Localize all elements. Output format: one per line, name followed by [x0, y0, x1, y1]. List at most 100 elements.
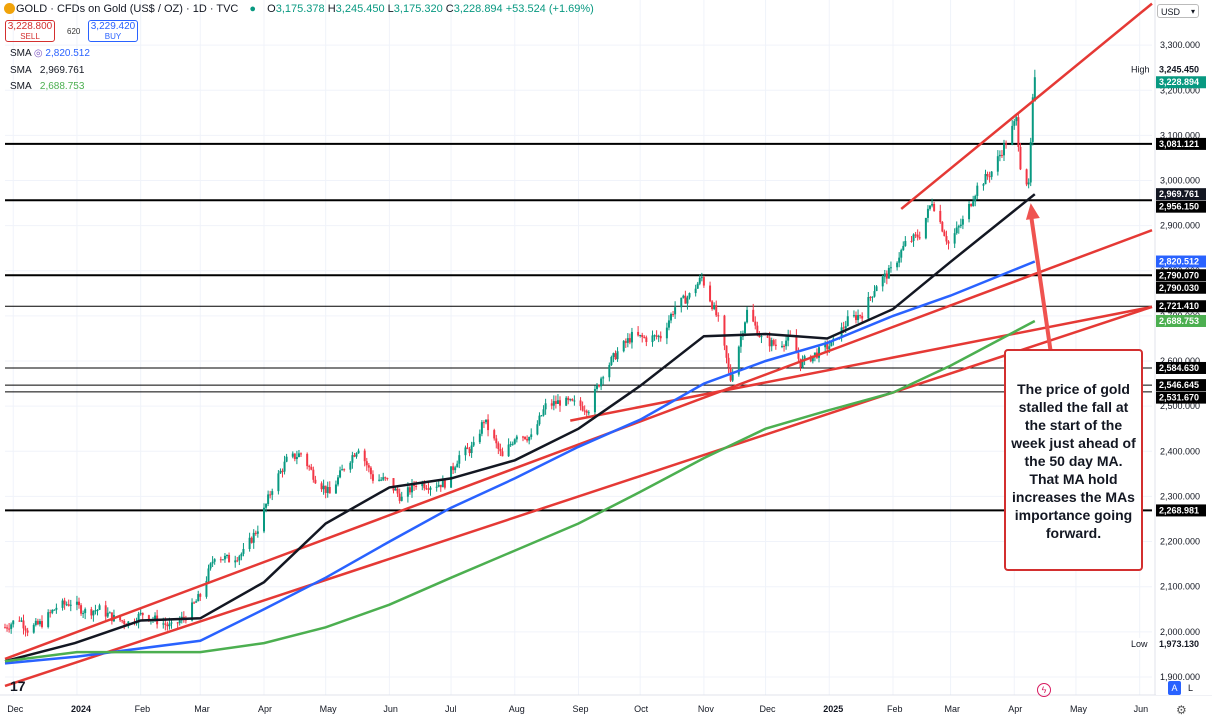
log-scale-button[interactable]: L [1187, 683, 1193, 693]
price-axis-label-box [1156, 379, 1206, 392]
gear-icon[interactable]: ⚙ [1176, 703, 1187, 717]
candle [205, 580, 208, 597]
tradingview-logo[interactable]: 17 [10, 678, 26, 694]
candle [680, 297, 683, 308]
candle [281, 470, 284, 472]
currency-selector[interactable]: USD ▾ [1157, 4, 1199, 18]
candle [887, 267, 890, 279]
price-axis-label-box [1156, 137, 1206, 150]
indicator-sma-3[interactable]: SMA 2,688.753 [10, 81, 84, 92]
candle [435, 486, 438, 488]
candle [353, 455, 356, 457]
candle [443, 479, 446, 488]
x-tick-label: Dec [7, 704, 24, 714]
annotation-text: The price of gold stalled the fall at th… [1011, 381, 1136, 541]
indicator-name: SMA [10, 81, 32, 92]
candle [717, 315, 720, 317]
candle [711, 301, 714, 310]
candle [250, 537, 253, 543]
candle [147, 615, 150, 621]
chevron-down-icon: ▾ [1190, 7, 1195, 16]
candle [437, 484, 440, 487]
candle [655, 335, 658, 337]
open-value: 3,175.378 [275, 3, 325, 15]
candle [170, 622, 173, 624]
price-axis-label-box [1156, 188, 1206, 201]
candle [34, 620, 37, 625]
candle [363, 450, 366, 462]
annotation-callout[interactable]: The price of gold stalled the fall at th… [1004, 349, 1143, 571]
flash-icon[interactable]: ϟ [1037, 683, 1051, 697]
candle [238, 556, 241, 561]
candle [550, 403, 553, 406]
candle [267, 494, 270, 504]
candle [904, 240, 907, 246]
price-axis-label: 3,245.450 [1159, 65, 1199, 75]
candle [869, 297, 872, 299]
candle [727, 357, 730, 368]
price-tag-box [1128, 63, 1154, 76]
candle [168, 623, 171, 627]
candle [986, 173, 989, 177]
candle [507, 444, 510, 457]
candle [69, 604, 72, 606]
candle [972, 201, 975, 207]
symbol-name[interactable]: GOLD [16, 3, 48, 15]
price-axis-bg [1156, 0, 1212, 695]
buy-button[interactable]: 3,229.420 BUY [88, 20, 138, 42]
candle [223, 555, 226, 560]
candle [400, 496, 403, 501]
candle [1033, 77, 1036, 102]
candle [139, 612, 142, 614]
candle [772, 340, 775, 345]
candle [221, 559, 224, 561]
change-value: +53.524 (+1.69%) [505, 3, 594, 15]
candle [587, 412, 590, 414]
candle [464, 447, 467, 456]
interval-label[interactable]: 1D [192, 3, 207, 15]
candle [813, 352, 816, 356]
candle [121, 620, 124, 622]
candle [293, 453, 296, 460]
candle [394, 488, 397, 491]
price-axis-label: 2,956.150 [1159, 202, 1199, 212]
candle [1011, 125, 1014, 145]
candle [542, 409, 545, 416]
x-tick-label: Jun [383, 704, 398, 714]
candle [760, 336, 763, 338]
candle [82, 613, 85, 615]
candle [339, 470, 342, 478]
indicator-sma-1[interactable]: SMA ◎ 2,820.512 [10, 48, 90, 59]
symbol-title: CFDs on Gold (US$ / OZ) [56, 3, 183, 15]
price-axis-label: 1,973.130 [1159, 639, 1199, 649]
indicator-sma-2[interactable]: SMA 2,969.761 [10, 65, 84, 76]
x-tick-label: Apr [1008, 704, 1022, 714]
candle [511, 443, 514, 445]
currency-label: USD [1161, 7, 1181, 17]
candle [236, 560, 239, 562]
sell-button[interactable]: 3,228.800 SELL [5, 20, 55, 42]
candle [415, 485, 418, 487]
candle [910, 240, 913, 242]
chart-header: GOLD · CFDs on Gold (US$ / OZ) · 1D · TV… [4, 3, 594, 15]
price-axis-label: 2,969.761 [1159, 189, 1199, 199]
candle [295, 457, 298, 460]
candle [269, 494, 272, 496]
candle [990, 171, 993, 177]
y-tick-label: 2,100.000 [1160, 582, 1200, 592]
candle [752, 309, 755, 322]
candle [38, 621, 41, 625]
auto-scale-button[interactable]: A [1168, 681, 1181, 695]
candle [896, 262, 899, 268]
candle [1013, 121, 1016, 126]
candle [1003, 143, 1005, 156]
candle [162, 623, 165, 625]
x-tick-label: Mar [194, 704, 210, 714]
visibility-icon[interactable]: ◎ [33, 48, 43, 59]
candle [731, 374, 734, 381]
x-tick-label: Aug [509, 704, 525, 714]
y-tick-label: 2,200.000 [1160, 537, 1200, 547]
candle [226, 554, 228, 556]
annotation-arrow [1028, 212, 1056, 371]
